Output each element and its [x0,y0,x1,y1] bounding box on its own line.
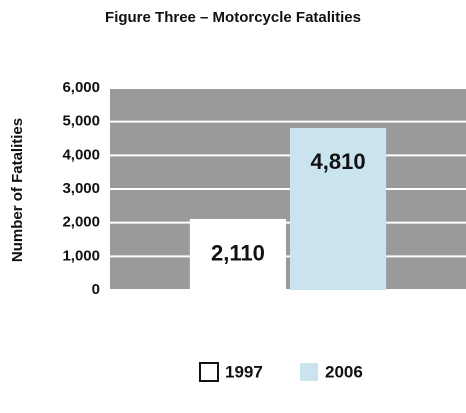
y-axis-label: Number of Fatalities [9,118,26,262]
bar [290,128,387,290]
value-label: 2,110 [211,240,265,265]
y-tick-label: 3,000 [62,180,100,197]
legend-swatch [300,363,318,381]
y-tick-label: 5,000 [62,113,100,130]
y-tick-label: 1,000 [62,247,100,264]
legend-label: 2006 [325,362,363,381]
value-label: 4,810 [311,149,366,174]
legend-swatch [199,362,219,382]
y-tick-label: 6,000 [62,79,100,96]
y-tick-label: 0 [92,281,100,298]
chart-title: Figure Three – Motorcycle Fatalities [105,9,361,26]
legend-label: 1997 [225,362,263,381]
y-tick-label: 2,000 [62,214,100,231]
y-tick-label: 4,000 [62,146,100,163]
bar [189,218,286,290]
